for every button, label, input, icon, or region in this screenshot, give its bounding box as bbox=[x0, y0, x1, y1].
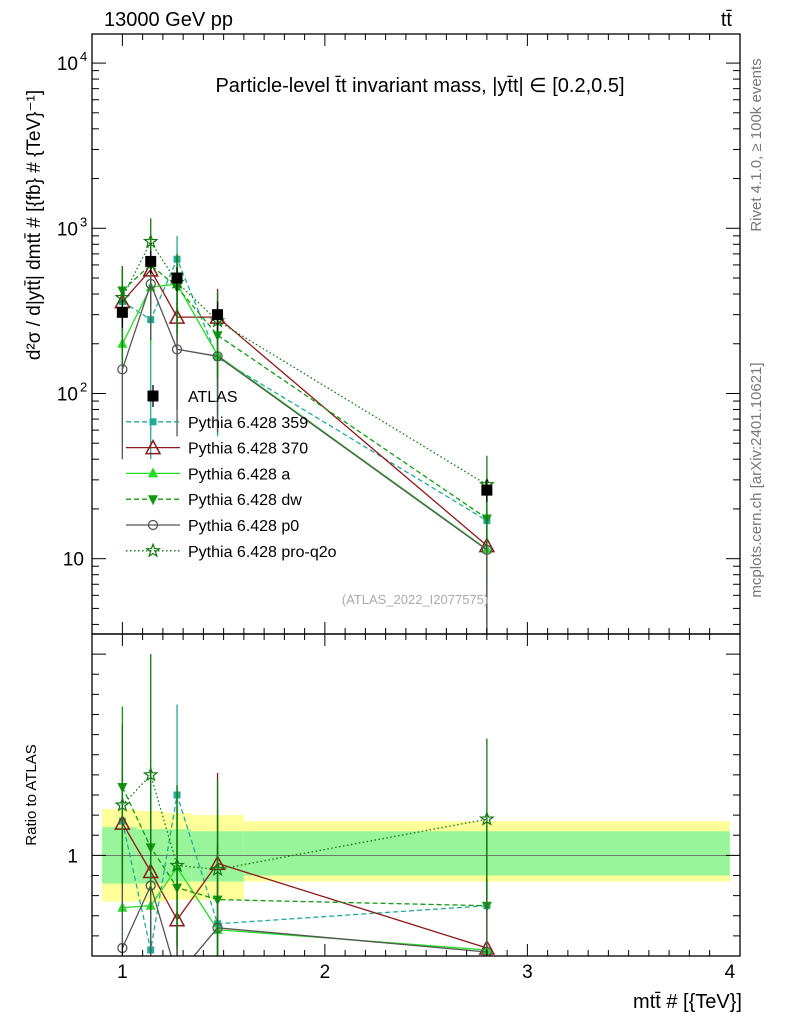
y-tick-exponent: 3 bbox=[80, 214, 87, 229]
ratio-point bbox=[209, 861, 226, 877]
analysis-watermark: (ATLAS_2022_I2077575) bbox=[342, 592, 488, 607]
collision-label: 13000 GeV pp bbox=[104, 9, 233, 31]
data-point bbox=[117, 364, 128, 375]
legend-label: Pythia 6.428 p0 bbox=[188, 518, 299, 535]
series-atlas bbox=[116, 250, 493, 503]
ratio-point bbox=[142, 766, 159, 782]
rivet-version-label: Rivet 4.1.0, ≥ 100k events bbox=[748, 58, 765, 231]
legend-label: Pythia 6.428 370 bbox=[188, 441, 308, 458]
main-x-axis-ticks bbox=[121, 34, 711, 634]
legend-label: ATLAS bbox=[188, 389, 238, 406]
x-tick-label: 3 bbox=[522, 962, 533, 983]
legend-marker bbox=[144, 439, 162, 455]
chart-title: Particle-level t̄t invariant mass, |yt̄t… bbox=[215, 75, 624, 97]
mcplots-label: mcplots.cern.ch [arXiv:2401.10621] bbox=[748, 362, 765, 597]
main-plot-area bbox=[114, 218, 496, 634]
legend-label: Pythia 6.428 pro-q2o bbox=[188, 544, 337, 561]
data-point bbox=[171, 272, 183, 284]
ratio-plot-area bbox=[92, 654, 740, 956]
data-point bbox=[145, 278, 156, 290]
legend-item-pythia-6-428-dw: Pythia 6.428 dw bbox=[126, 492, 302, 509]
ratio-point bbox=[479, 810, 495, 826]
y-tick-label: 10 bbox=[57, 219, 78, 240]
x-tick-label: 2 bbox=[320, 962, 331, 983]
legend-item-pythia-6-428-359: Pythia 6.428 359 bbox=[126, 415, 308, 432]
ratio-line bbox=[121, 883, 487, 956]
legend-marker bbox=[145, 542, 161, 558]
legend-item-pythia-6-428-p0: Pythia 6.428 p0 bbox=[126, 518, 299, 535]
legend-label: Pythia 6.428 dw bbox=[188, 492, 302, 509]
ratio-point bbox=[481, 946, 493, 956]
data-point bbox=[212, 309, 224, 321]
y-tick-exponent: 2 bbox=[80, 379, 87, 394]
series-line bbox=[121, 240, 488, 486]
x-tick-label: 4 bbox=[725, 962, 736, 983]
legend-marker bbox=[148, 467, 158, 478]
ratio-y-axis: 1 bbox=[67, 633, 740, 957]
data-point bbox=[116, 306, 128, 318]
legend-marker bbox=[148, 495, 158, 506]
legend-label: Pythia 6.428 a bbox=[188, 466, 290, 483]
x-tick-label: 1 bbox=[117, 962, 128, 983]
y-tick-label-group: 10 2 bbox=[57, 379, 87, 405]
legend-marker bbox=[147, 519, 159, 531]
y-tick-exponent: 4 bbox=[80, 49, 87, 64]
ratio-point bbox=[169, 857, 185, 873]
legend-marker bbox=[149, 418, 157, 426]
ratio-panel: 1 1 2 3 4 Ratio to ATLAS mtt̄ # [{TeV}] bbox=[23, 633, 742, 1013]
y-tick-label: 10 bbox=[63, 550, 84, 571]
process-label: tt̄ bbox=[721, 9, 733, 31]
y-tick-label: 10 bbox=[57, 384, 78, 405]
x-axis: 1 2 3 4 bbox=[117, 634, 736, 983]
legend-item-pythia-6-428-a: Pythia 6.428 a bbox=[126, 466, 290, 483]
legend-marker bbox=[147, 390, 159, 402]
data-point bbox=[142, 233, 159, 249]
x-axis-label: mtt̄ # [{TeV}] bbox=[633, 991, 742, 1013]
ratio-point bbox=[114, 796, 131, 812]
legend-item-pythia-6-428-370: Pythia 6.428 370 bbox=[126, 439, 308, 458]
ratio-series-pythia-6-428-pro-q2o bbox=[114, 654, 495, 956]
data-point bbox=[145, 255, 157, 267]
y-tick-label: 10 bbox=[57, 54, 78, 75]
ratio-y-tick-label: 1 bbox=[67, 846, 78, 867]
legend-item-pythia-6-428-pro-q2o: Pythia 6.428 pro-q2o bbox=[126, 542, 337, 561]
y-tick-label-group: 10 bbox=[63, 550, 84, 571]
y-tick-label-group: 10 3 bbox=[57, 214, 87, 240]
legend-item-atlas: ATLAS bbox=[147, 385, 238, 407]
legend-label: Pythia 6.428 359 bbox=[188, 415, 308, 432]
y-axis-label: d²σ / d|ytt̄| dmtt̄ # [{fb} # {TeV}⁻¹] bbox=[24, 90, 45, 360]
ratio-y-axis-label: Ratio to ATLAS bbox=[23, 744, 40, 845]
data-point bbox=[481, 484, 493, 496]
legend: ATLAS Pythia 6.428 359 Pythia 6.428 370 Pyt… bbox=[126, 385, 337, 561]
data-point bbox=[171, 344, 183, 355]
y-tick-label-group: 10 4 bbox=[57, 49, 87, 75]
